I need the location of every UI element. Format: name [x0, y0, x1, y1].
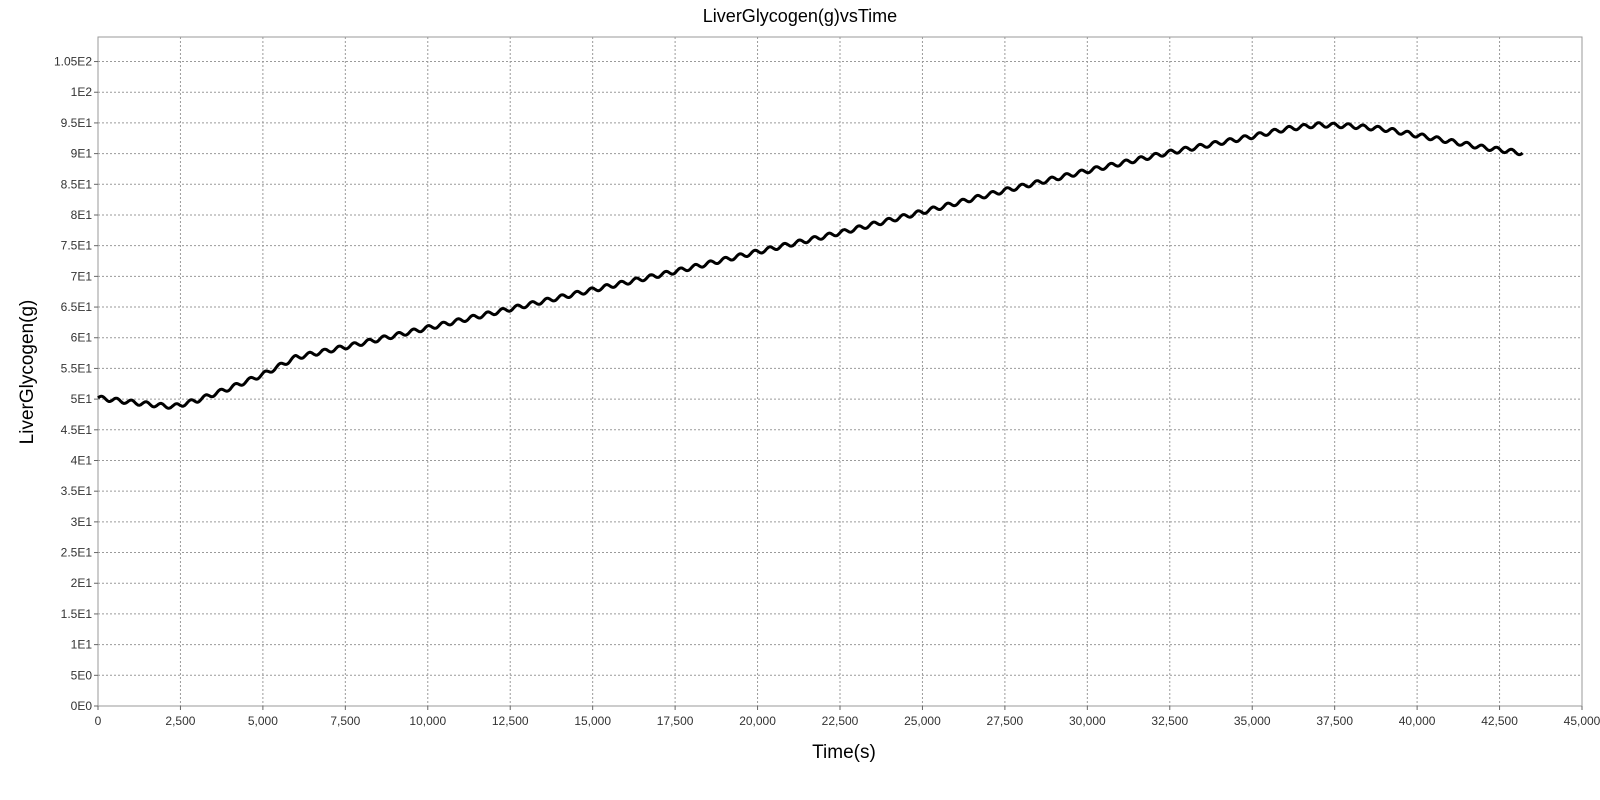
y-tick-label: 8E1	[71, 208, 93, 222]
y-tick-label: 4.5E1	[61, 423, 93, 437]
y-tick-label: 5.5E1	[61, 361, 93, 375]
y-tick-label: 9.5E1	[61, 116, 93, 130]
y-tick-label: 1E2	[71, 85, 93, 99]
x-tick-label: 10,000	[409, 714, 446, 728]
y-axis-label: LiverGlycogen(g)	[17, 300, 38, 445]
y-tick-label: 5E0	[71, 668, 93, 682]
series-line-0	[97, 121, 1524, 410]
y-tick-label: 8.5E1	[61, 177, 93, 191]
x-tick-label: 7,500	[330, 714, 360, 728]
chart-title: LiverGlycogen(g)vsTime	[703, 6, 897, 26]
y-tick-label: 2E1	[71, 576, 93, 590]
x-tick-label: 27,500	[987, 714, 1024, 728]
x-tick-label: 25,000	[904, 714, 941, 728]
x-tick-label: 32,500	[1151, 714, 1188, 728]
x-tick-label: 42,500	[1481, 714, 1518, 728]
x-tick-label: 0	[95, 714, 102, 728]
y-tick-label: 1E1	[71, 638, 93, 652]
x-axis-ticks: 0 2,500 5,000 7,500 10,000 12,500 15,000 17,500…	[95, 706, 1600, 728]
x-tick-label: 45,000	[1564, 714, 1600, 728]
y-tick-label: 4E1	[71, 453, 93, 467]
series-layer	[97, 121, 1524, 410]
y-tick-label: 6E1	[71, 331, 93, 345]
y-tick-label: 7E1	[71, 269, 93, 283]
y-tick-label: 1.5E1	[61, 607, 93, 621]
y-tick-label: 1.05E2	[54, 55, 92, 69]
x-tick-label: 17,500	[657, 714, 694, 728]
y-tick-label: 6.5E1	[61, 300, 93, 314]
y-tick-label: 5E1	[71, 392, 93, 406]
y-tick-label: 2.5E1	[61, 546, 93, 560]
x-axis-label: Time(s)	[812, 742, 876, 763]
y-axis-ticks: 0E0 5E0 1E1 1.5E1 2E1 2.5E1 3E1 3.5E1 4E1 4.5E1 5E…	[54, 55, 98, 713]
x-tick-label: 15,000	[574, 714, 611, 728]
x-tick-label: 5,000	[248, 714, 278, 728]
x-tick-label: 37,500	[1316, 714, 1353, 728]
y-tick-label: 3E1	[71, 515, 93, 529]
x-tick-label: 20,000	[739, 714, 776, 728]
x-tick-label: 40,000	[1399, 714, 1436, 728]
x-tick-label: 35,000	[1234, 714, 1271, 728]
x-tick-label: 2,500	[165, 714, 195, 728]
y-tick-label: 9E1	[71, 147, 93, 161]
x-tick-label: 30,000	[1069, 714, 1106, 728]
y-tick-label: 0E0	[71, 699, 93, 713]
y-tick-label: 7.5E1	[61, 239, 93, 253]
x-tick-label: 12,500	[492, 714, 529, 728]
y-tick-label: 3.5E1	[61, 484, 93, 498]
x-tick-label: 22,500	[822, 714, 859, 728]
